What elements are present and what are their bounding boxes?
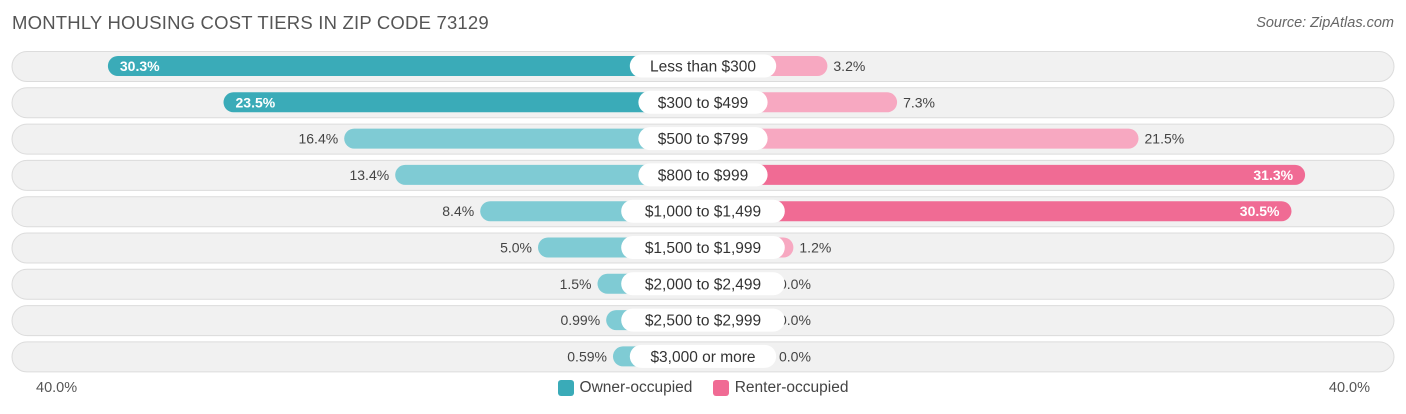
owner-value-label: 1.5%	[560, 276, 592, 292]
renter-value-label: 30.5%	[1240, 203, 1280, 219]
owner-swatch	[557, 380, 574, 396]
chart-title: MONTHLY HOUSING COST TIERS IN ZIP CODE 7…	[12, 12, 489, 33]
category-pill	[638, 90, 768, 114]
owner-value-label: 16.4%	[298, 131, 338, 147]
legend: Owner-occupied Renter-occupied	[0, 379, 1406, 401]
legend-renter-label: Renter-occupied	[734, 379, 849, 396]
renter-swatch	[712, 380, 729, 396]
owner-value-label: 23.5%	[236, 94, 276, 110]
renter-value-label: 21.5%	[1145, 131, 1185, 147]
renter-bar	[703, 201, 1292, 222]
category-label: $2,500 to $2,999	[645, 313, 761, 330]
legend-item-renter: Renter-occupied	[712, 379, 849, 397]
renter-value-label: 7.3%	[903, 94, 935, 110]
renter-value-label: 0.0%	[779, 276, 811, 292]
owner-value-label: 8.4%	[442, 203, 474, 219]
owner-value-label: 13.4%	[349, 167, 389, 183]
renter-value-label: 31.3%	[1253, 167, 1293, 183]
renter-value-label: 0.0%	[779, 348, 811, 364]
renter-bar	[703, 128, 1139, 149]
category-pill	[638, 127, 768, 151]
owner-value-label: 0.59%	[567, 348, 607, 364]
legend-item-owner: Owner-occupied	[557, 379, 693, 397]
renter-value-label: 0.0%	[779, 312, 811, 328]
category-pill	[621, 236, 785, 259]
owner-value-label: 30.3%	[120, 58, 160, 74]
category-pill	[621, 272, 785, 296]
category-label: $3,000 or more	[650, 349, 755, 366]
owner-bar	[223, 92, 703, 113]
axis-left-label: 40.0%	[36, 380, 78, 396]
category-label: $1,500 to $1,999	[645, 240, 761, 257]
legend-owner-label: Owner-occupied	[579, 379, 693, 396]
renter-value-label: 3.2%	[833, 58, 865, 74]
source-note: Source: ZipAtlas.com	[1256, 15, 1394, 31]
category-label: $300 to $499	[658, 95, 749, 112]
owner-value-label: 0.99%	[560, 312, 600, 328]
category-pill	[638, 163, 768, 187]
owner-bar	[344, 128, 703, 149]
category-pill	[629, 54, 777, 78]
category-pill	[621, 199, 785, 223]
category-label: $2,000 to $2,499	[645, 276, 761, 293]
owner-value-label: 5.0%	[500, 240, 532, 256]
renter-value-label: 1.2%	[799, 240, 831, 256]
category-label: $1,000 to $1,499	[645, 204, 761, 221]
renter-bar	[703, 164, 1306, 185]
owner-bar	[395, 164, 703, 185]
axis-right-label: 40.0%	[1328, 380, 1370, 396]
category-label: $500 to $799	[658, 131, 749, 148]
category-pill	[621, 308, 785, 332]
owner-bar	[107, 56, 703, 76]
category-pill	[629, 344, 777, 368]
category-label: Less than $300	[650, 59, 756, 76]
category-label: $800 to $999	[658, 167, 749, 184]
